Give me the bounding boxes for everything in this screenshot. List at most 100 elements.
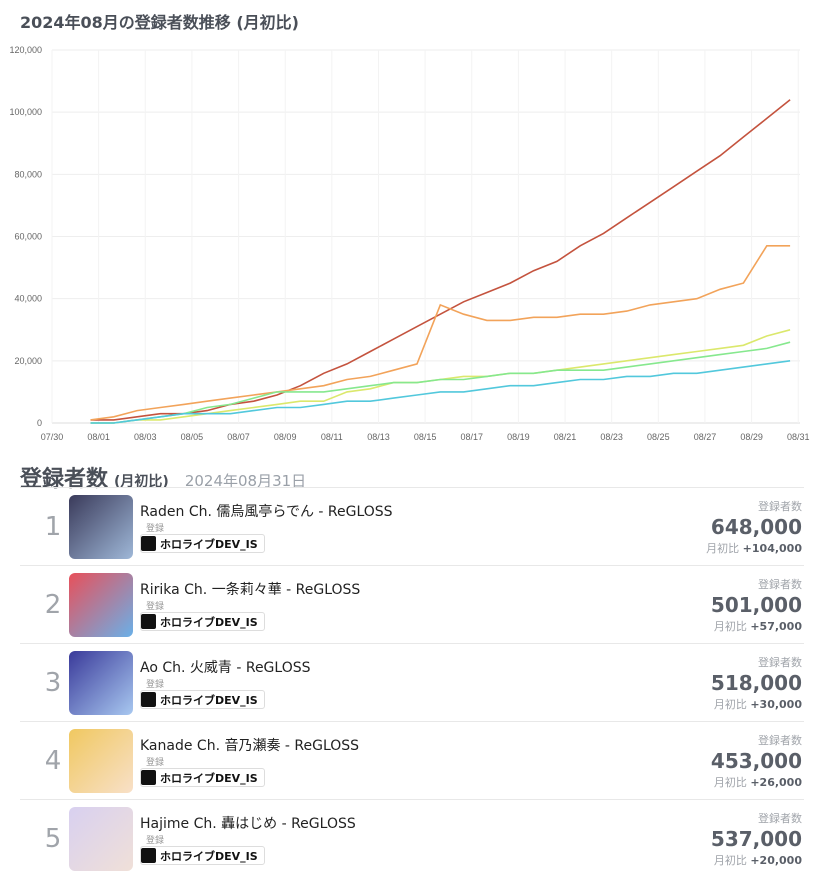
x-tick-label: 08/15: [414, 432, 437, 442]
avatar[interactable]: [69, 573, 133, 637]
diff-label: 月初比: [713, 620, 747, 633]
subscribe-label: 登録: [146, 758, 165, 768]
channel-name[interactable]: Ao Ch. 火威青 - ReGLOSS: [140, 660, 311, 676]
diff-label: 月初比: [706, 542, 740, 555]
subscribe-label: 登録: [146, 524, 165, 534]
y-tick-label: 80,000: [14, 169, 42, 179]
subscriber-label: 登録者数: [758, 812, 802, 825]
ranking-row[interactable]: 5 Hajime Ch. 轟はじめ - ReGLOSS 登録 ホロライブDEV_…: [20, 799, 804, 877]
diff-value: +26,000: [750, 776, 802, 789]
subscriber-count: 537,000: [710, 827, 802, 851]
group-badge[interactable]: ホロライブDEV_IS: [140, 768, 265, 787]
y-tick-label: 0: [37, 418, 42, 428]
y-tick-label: 40,000: [14, 294, 42, 304]
subscriber-label: 登録者数: [758, 578, 802, 591]
x-tick-label: 08/19: [507, 432, 530, 442]
monthly-diff: 月初比 +20,000: [711, 852, 802, 868]
avatar[interactable]: [69, 651, 133, 715]
subscriber-label: 登録者数: [758, 500, 802, 513]
y-tick-label: 60,000: [14, 232, 42, 242]
group-name: ホロライブDEV_IS: [160, 849, 258, 863]
avatar[interactable]: [69, 495, 133, 559]
channel-name[interactable]: Hajime Ch. 轟はじめ - ReGLOSS: [140, 816, 356, 832]
series-line-2: [90, 245, 791, 421]
group-name: ホロライブDEV_IS: [160, 771, 258, 785]
subscriber-count: 648,000: [710, 515, 802, 539]
series-line-3: [90, 329, 791, 424]
channel-name[interactable]: Raden Ch. 儒烏風亭らでん - ReGLOSS: [140, 504, 393, 520]
subscribe-label: 登録: [146, 680, 165, 690]
group-logo-icon: [141, 770, 156, 785]
rank-number: 3: [44, 668, 62, 698]
rank-number: 1: [44, 512, 62, 542]
avatar[interactable]: [69, 807, 133, 871]
group-badge[interactable]: ホロライブDEV_IS: [140, 690, 265, 709]
rank-number: 4: [44, 746, 62, 776]
x-tick-label: 08/17: [460, 432, 483, 442]
series-line-5: [90, 360, 791, 424]
x-tick-label: 08/25: [647, 432, 670, 442]
ranking-row[interactable]: 4 Kanade Ch. 音乃瀬奏 - ReGLOSS 登録 ホロライブDEV_…: [20, 721, 804, 799]
y-tick-label: 20,000: [14, 356, 42, 366]
group-logo-icon: [141, 536, 156, 551]
ranking-date: 2024年08月31日: [184, 472, 307, 490]
ranking-row[interactable]: 1 Raden Ch. 儒烏風亭らでん - ReGLOSS 登録 ホロライブDE…: [20, 487, 804, 565]
monthly-diff: 月初比 +26,000: [711, 774, 802, 790]
x-tick-label: 08/29: [740, 432, 763, 442]
subscribe-label: 登録: [146, 836, 165, 846]
diff-value: +104,000: [742, 542, 802, 555]
subscriber-stats: 登録者数 648,000 月初比 +104,000: [706, 498, 802, 556]
group-badge[interactable]: ホロライブDEV_IS: [140, 534, 265, 553]
group-badge[interactable]: ホロライブDEV_IS: [140, 846, 265, 865]
group-logo-icon: [141, 614, 156, 629]
monthly-diff: 月初比 +30,000: [711, 696, 802, 712]
monthly-diff: 月初比 +104,000: [706, 540, 802, 556]
subscriber-count: 518,000: [710, 671, 802, 695]
series-line-4: [90, 341, 791, 424]
diff-label: 月初比: [713, 854, 747, 867]
subscriber-stats: 登録者数 453,000 月初比 +26,000: [711, 732, 802, 790]
subscriber-count: 501,000: [710, 593, 802, 617]
diff-label: 月初比: [713, 698, 747, 711]
chart-title: 2024年08月の登録者数推移 (月初比): [20, 13, 299, 32]
subscriber-stats: 登録者数 518,000 月初比 +30,000: [711, 654, 802, 712]
group-name: ホロライブDEV_IS: [160, 693, 258, 707]
x-tick-label: 08/05: [181, 432, 204, 442]
x-tick-label: 08/23: [600, 432, 623, 442]
x-tick-label: 08/03: [134, 432, 157, 442]
group-logo-icon: [141, 848, 156, 863]
monthly-diff: 月初比 +57,000: [711, 618, 802, 634]
group-name: ホロライブDEV_IS: [160, 537, 258, 551]
group-name: ホロライブDEV_IS: [160, 615, 258, 629]
ranking-row[interactable]: 3 Ao Ch. 火威青 - ReGLOSS 登録 ホロライブDEV_IS 登録…: [20, 643, 804, 721]
x-tick-label: 08/21: [554, 432, 577, 442]
ranking-row[interactable]: 2 Ririka Ch. 一条莉々華 - ReGLOSS 登録 ホロライブDEV…: [20, 565, 804, 643]
subscriber-label: 登録者数: [758, 656, 802, 669]
x-tick-label: 08/13: [367, 432, 390, 442]
subscriber-count: 453,000: [710, 749, 802, 773]
group-badge[interactable]: ホロライブDEV_IS: [140, 612, 265, 631]
subscriber-label: 登録者数: [758, 734, 802, 747]
line-chart: 0 20,000 40,000 60,000 80,000 100,000 120,000 0…: [9, 45, 810, 442]
diff-label: 月初比: [713, 776, 747, 789]
diff-value: +30,000: [750, 698, 802, 711]
rank-number: 2: [44, 590, 62, 620]
group-logo-icon: [141, 692, 156, 707]
ranking-list: 1 Raden Ch. 儒烏風亭らでん - ReGLOSS 登録 ホロライブDE…: [20, 487, 804, 877]
y-tick-label: 120,000: [9, 45, 42, 55]
x-tick-label: 08/09: [274, 432, 297, 442]
x-tick-label: 08/31: [787, 432, 810, 442]
diff-value: +20,000: [750, 854, 802, 867]
ranking-subtitle: (月初比): [114, 474, 169, 490]
subscribe-label: 登録: [146, 602, 165, 612]
series-line-1: [90, 99, 791, 421]
x-tick-label: 08/27: [694, 432, 717, 442]
diff-value: +57,000: [750, 620, 802, 633]
x-tick-label: 08/11: [321, 432, 343, 442]
x-tick-label: 08/01: [87, 432, 110, 442]
channel-name[interactable]: Ririka Ch. 一条莉々華 - ReGLOSS: [140, 582, 361, 598]
x-tick-label: 07/30: [41, 432, 64, 442]
y-tick-label: 100,000: [9, 107, 42, 117]
avatar[interactable]: [69, 729, 133, 793]
channel-name[interactable]: Kanade Ch. 音乃瀬奏 - ReGLOSS: [140, 738, 360, 754]
